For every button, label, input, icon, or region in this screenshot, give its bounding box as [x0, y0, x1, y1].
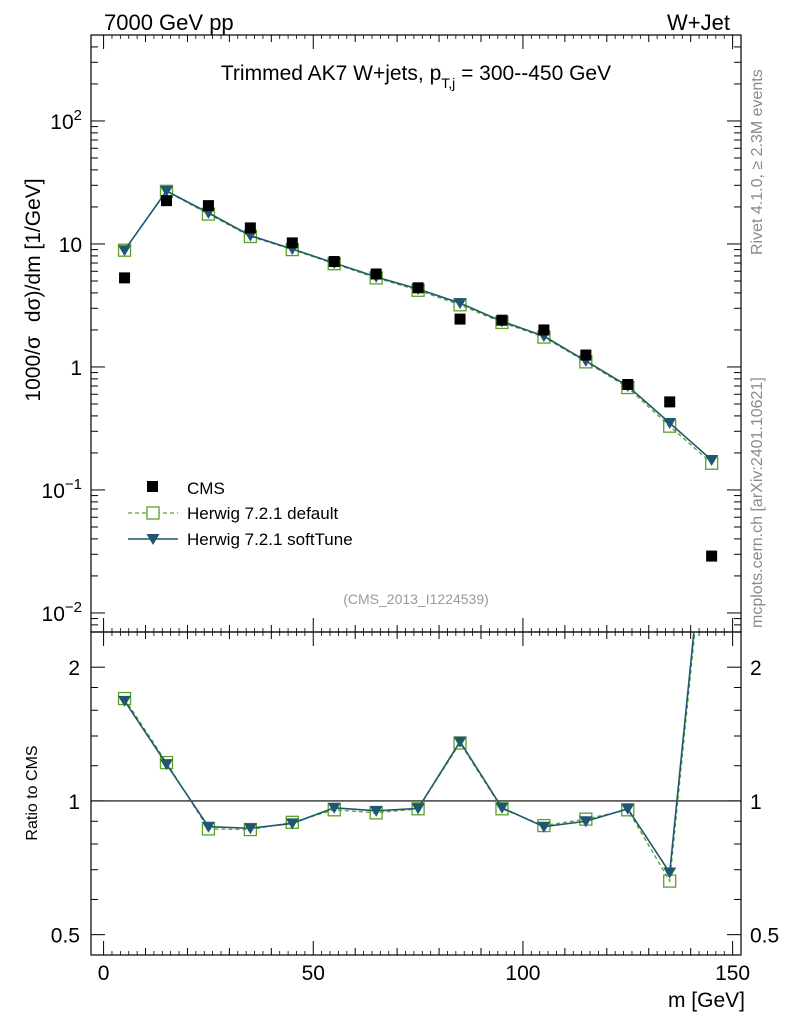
cms-point — [454, 313, 466, 325]
rivet-version-label: Rivet 4.1.0, ≥ 2.3M events — [749, 69, 766, 255]
y-tick-label: 10−2 — [42, 599, 82, 626]
cms-series — [119, 195, 718, 562]
x-axis-label: m [GeV] — [668, 989, 745, 1012]
softtune-point — [118, 245, 132, 257]
ratio-softtune-point — [411, 803, 425, 815]
cms-point — [160, 195, 172, 207]
default-series — [117, 184, 719, 470]
legend-softtune-marker — [146, 534, 160, 545]
cms-point — [538, 324, 550, 336]
cms-point — [622, 379, 634, 391]
ratio-softtune-point — [118, 695, 132, 707]
ratio-axes: 0 50 100 150 2 2 1 1 0.5 0.5 — [51, 632, 779, 985]
header-right: W+Jet — [667, 10, 730, 35]
softtune-point — [663, 418, 677, 430]
ratio-softtune-series — [118, 632, 695, 879]
ratio-softtune-point — [201, 821, 215, 833]
ratio-panel-frame — [90, 631, 742, 956]
legend-cms-label: CMS — [187, 479, 225, 498]
ratio-y-tick-label-left: 2 — [68, 657, 80, 680]
softtune-point — [453, 298, 467, 310]
ratio-y-tick-label-right: 2 — [750, 657, 762, 680]
ratio-default-line — [124, 632, 696, 884]
legend-default-marker — [146, 506, 160, 520]
cms-point — [286, 237, 298, 249]
ratio-softtune-point — [159, 759, 173, 771]
legend-softtune-label: Herwig 7.2.1 softTune — [187, 530, 353, 549]
legend-default-label: Herwig 7.2.1 default — [187, 504, 338, 523]
x-tick-label: 0 — [98, 962, 110, 985]
cms-point — [119, 272, 131, 284]
ratio-softtune-point — [663, 867, 677, 879]
y-tick-label: 10 — [59, 234, 82, 257]
cms-point — [580, 349, 592, 361]
cms-point — [370, 268, 382, 280]
cms-point — [664, 396, 676, 408]
main-y-axis-label: 1000/σdσ)/dm [1/GeV] — [22, 178, 45, 401]
cms-point — [412, 282, 424, 294]
ratio-softtune-point — [285, 818, 299, 830]
y-tick-label: 102 — [50, 107, 82, 134]
main-axes: 102 10 1 10−1 10−2 — [42, 34, 741, 955]
ratio-softtune-point — [495, 802, 509, 814]
default-line — [124, 190, 713, 464]
ratio-y-tick-label-right: 1 — [750, 791, 762, 814]
y-tick-label: 1 — [70, 357, 82, 380]
analysis-id-label: (CMS_2013_I1224539) — [343, 591, 489, 607]
ratio-softtune-point — [579, 816, 593, 828]
cms-point — [328, 256, 340, 268]
header-left: 7000 GeV pp — [104, 10, 234, 35]
chart-title: Trimmed AK7 W+jets, pT,j = 300--450 GeV — [221, 62, 611, 91]
cms-point — [496, 314, 508, 326]
ratio-y-tick-label-left: 1 — [68, 791, 80, 814]
x-tick-label: 150 — [715, 962, 750, 985]
ratio-softtune-point — [243, 823, 257, 835]
softtune-point — [705, 455, 719, 467]
legend: CMS Herwig 7.2.1 default Herwig 7.2.1 so… — [128, 479, 353, 549]
cms-point — [706, 550, 718, 562]
ratio-softtune-point — [621, 803, 635, 815]
ratio-y-tick-label-left: 0.5 — [51, 925, 80, 948]
softtune-point — [159, 185, 173, 197]
cms-point — [202, 200, 214, 212]
softtune-line — [123, 189, 713, 461]
y-tick-label: 10−1 — [42, 476, 82, 503]
ratio-y-tick-label-right: 0.5 — [750, 925, 779, 948]
cms-point — [244, 222, 256, 234]
legend-cms-marker — [147, 481, 158, 492]
mcplots-label: mcplots.cern.ch [arXiv:2401.10621] — [749, 377, 766, 628]
ratio-softtune-point — [453, 736, 467, 748]
x-tick-label: 50 — [302, 962, 325, 985]
ratio-y-axis-label: Ratio to CMS — [24, 745, 41, 840]
ratio-softtune-point — [369, 805, 383, 817]
ratio-softtune-point — [327, 802, 341, 814]
x-tick-label: 100 — [505, 962, 540, 985]
ratio-softtune-point — [537, 821, 551, 833]
softtune-series — [118, 185, 719, 467]
